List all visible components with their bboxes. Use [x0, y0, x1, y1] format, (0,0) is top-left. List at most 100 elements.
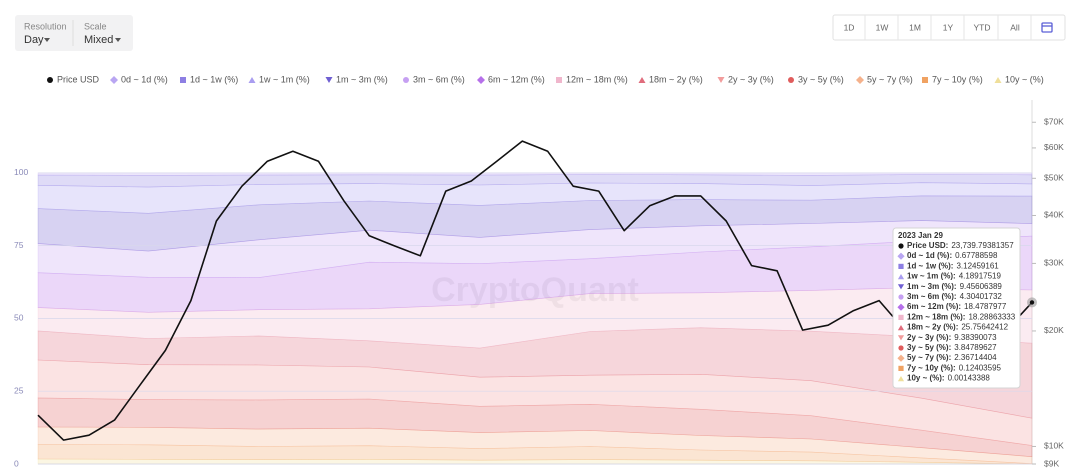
- tooltip-label: 1d ~ 1w (%):: [907, 262, 953, 271]
- tooltip-row: 10y ~ (%): 0.00143388: [907, 374, 990, 383]
- tooltip-row: 7y ~ 10y (%): 0.12403595: [907, 364, 1002, 373]
- range-button[interactable]: All: [1010, 22, 1020, 32]
- legend-marker: [325, 77, 333, 83]
- legend-item[interactable]: 0d ~ 1d (%): [110, 74, 168, 84]
- calendar-icon[interactable]: [1041, 22, 1053, 33]
- legend-item[interactable]: 3y ~ 5y (%): [788, 74, 844, 84]
- tooltip-row: 1m ~ 3m (%): 9.45606389: [907, 282, 1002, 291]
- watermark: CryptoQuant: [431, 271, 639, 309]
- legend-label: 12m ~ 18m (%): [566, 74, 628, 84]
- legend-marker: [897, 303, 905, 311]
- legend-label: 1d ~ 1w (%): [190, 74, 238, 84]
- tooltip-label: Price USD:: [907, 241, 948, 250]
- legend-marker: [898, 263, 904, 269]
- control-value[interactable]: Mixed: [84, 34, 113, 46]
- legend-item[interactable]: 18m ~ 2y (%): [638, 74, 703, 84]
- tooltip-value: 9.45606389: [960, 282, 1003, 291]
- tooltip-label: 3y ~ 5y (%):: [907, 343, 951, 352]
- tooltip-value: 23,739.79381357: [951, 241, 1014, 250]
- tooltip-label: 6m ~ 12m (%):: [907, 302, 961, 311]
- area-band: [37, 235, 1033, 313]
- legend-item[interactable]: Price USD: [47, 74, 100, 84]
- tooltip-label: 1w ~ 1m (%):: [907, 272, 956, 281]
- dropdown-arrow[interactable]: [44, 38, 50, 42]
- legend-item[interactable]: 6m ~ 12m (%): [477, 74, 545, 84]
- legend-item[interactable]: 7y ~ 10y (%): [922, 74, 983, 84]
- range-button[interactable]: 1D: [844, 22, 855, 32]
- legend-item[interactable]: 3m ~ 6m (%): [403, 74, 465, 84]
- legend-item[interactable]: 1m ~ 3m (%): [325, 74, 388, 84]
- legend-label: 7y ~ 10y (%): [932, 74, 983, 84]
- range-button[interactable]: 1Y: [943, 22, 954, 32]
- area-band: [37, 174, 1033, 188]
- tooltip-value: 18.4787977: [964, 302, 1007, 311]
- dropdown-arrow[interactable]: [115, 38, 121, 42]
- y-tick-label: 100: [14, 167, 28, 177]
- legend-label: 2y ~ 3y (%): [728, 74, 774, 84]
- legend-item[interactable]: 1w ~ 1m (%): [248, 74, 310, 84]
- range-button[interactable]: YTD: [974, 22, 991, 32]
- range-button[interactable]: 1M: [909, 22, 921, 32]
- tooltip-row: 5y ~ 7y (%): 2.36714404: [907, 353, 997, 362]
- legend-label: 5y ~ 7y (%): [867, 74, 913, 84]
- tooltip-row: 0d ~ 1d (%): 0.67788598: [907, 251, 998, 260]
- legend-label: 18m ~ 2y (%): [649, 74, 703, 84]
- control-label: Scale: [84, 21, 107, 31]
- legend-item[interactable]: 10y ~ (%): [994, 74, 1044, 84]
- legend-item[interactable]: 5y ~ 7y (%): [856, 74, 913, 84]
- tooltip-row: 3y ~ 5y (%): 3.84789627: [907, 343, 997, 352]
- legend-marker: [922, 77, 928, 83]
- tooltip-value: 4.30401732: [960, 292, 1003, 301]
- y2-tick-label: $40K: [1044, 210, 1064, 220]
- y2-tick-label: $20K: [1044, 325, 1064, 335]
- area-band: [37, 195, 1033, 252]
- area-band: [37, 172, 1033, 176]
- tooltip-label: 7y ~ 10y (%):: [907, 364, 956, 373]
- tooltip-label: 18m ~ 2y (%):: [907, 323, 958, 332]
- hover-point: [1029, 300, 1035, 305]
- control-value[interactable]: Day: [24, 34, 44, 46]
- y-tick-label: 0: [14, 458, 19, 468]
- tooltip-row: 3m ~ 6m (%): 4.30401732: [907, 292, 1002, 301]
- legend-marker: [638, 77, 646, 83]
- tooltip-value: 3.84789627: [954, 343, 997, 352]
- y2-tick-label: $9K: [1044, 458, 1059, 468]
- tooltip-row: 1w ~ 1m (%): 4.18917519: [907, 272, 1002, 281]
- legend-marker: [47, 77, 53, 83]
- legend-label: 10y ~ (%): [1005, 74, 1044, 84]
- legend-label: 1w ~ 1m (%): [259, 74, 310, 84]
- tooltip-row: 1d ~ 1w (%): 3.12459161: [907, 262, 999, 271]
- tooltip-value: 9.38390073: [954, 333, 997, 342]
- legend-marker: [994, 77, 1002, 83]
- legend-marker: [403, 77, 409, 83]
- area-band: [37, 359, 1033, 446]
- legend-marker: [897, 325, 905, 331]
- tooltip-value: 0.67788598: [955, 251, 998, 260]
- tooltip-label: 10y ~ (%):: [907, 374, 945, 383]
- legend-marker: [556, 77, 562, 83]
- range-button[interactable]: 1W: [876, 22, 889, 32]
- tooltip-value: 0.12403595: [959, 364, 1002, 373]
- tooltip-title: 2023 Jan 29: [898, 231, 943, 240]
- y-tick-label: 50: [14, 313, 24, 323]
- legend-item[interactable]: 1d ~ 1w (%): [180, 74, 238, 84]
- legend-marker: [898, 294, 904, 300]
- tooltip-label: 5y ~ 7y (%):: [907, 353, 951, 362]
- area-band: [37, 220, 1033, 278]
- tooltip-row: 18m ~ 2y (%): 25.75642412: [907, 323, 1009, 332]
- legend-marker: [477, 76, 485, 84]
- tooltip-label: 1m ~ 3m (%):: [907, 282, 957, 291]
- legend-marker: [897, 284, 905, 290]
- legend-marker: [897, 252, 905, 260]
- tooltip-value: 3.12459161: [956, 262, 999, 271]
- legend-marker: [110, 76, 118, 84]
- tooltip-value: 2.36714404: [954, 353, 997, 362]
- area-band: [37, 287, 1033, 349]
- legend-item[interactable]: 2y ~ 3y (%): [717, 74, 774, 84]
- tooltip-row: Price USD: 23,739.79381357: [907, 241, 1014, 250]
- legend-item[interactable]: 12m ~ 18m (%): [556, 74, 628, 84]
- legend-marker: [180, 77, 186, 83]
- tooltip-label: 2y ~ 3y (%):: [907, 333, 951, 342]
- tooltip-label: 12m ~ 18m (%):: [907, 313, 965, 322]
